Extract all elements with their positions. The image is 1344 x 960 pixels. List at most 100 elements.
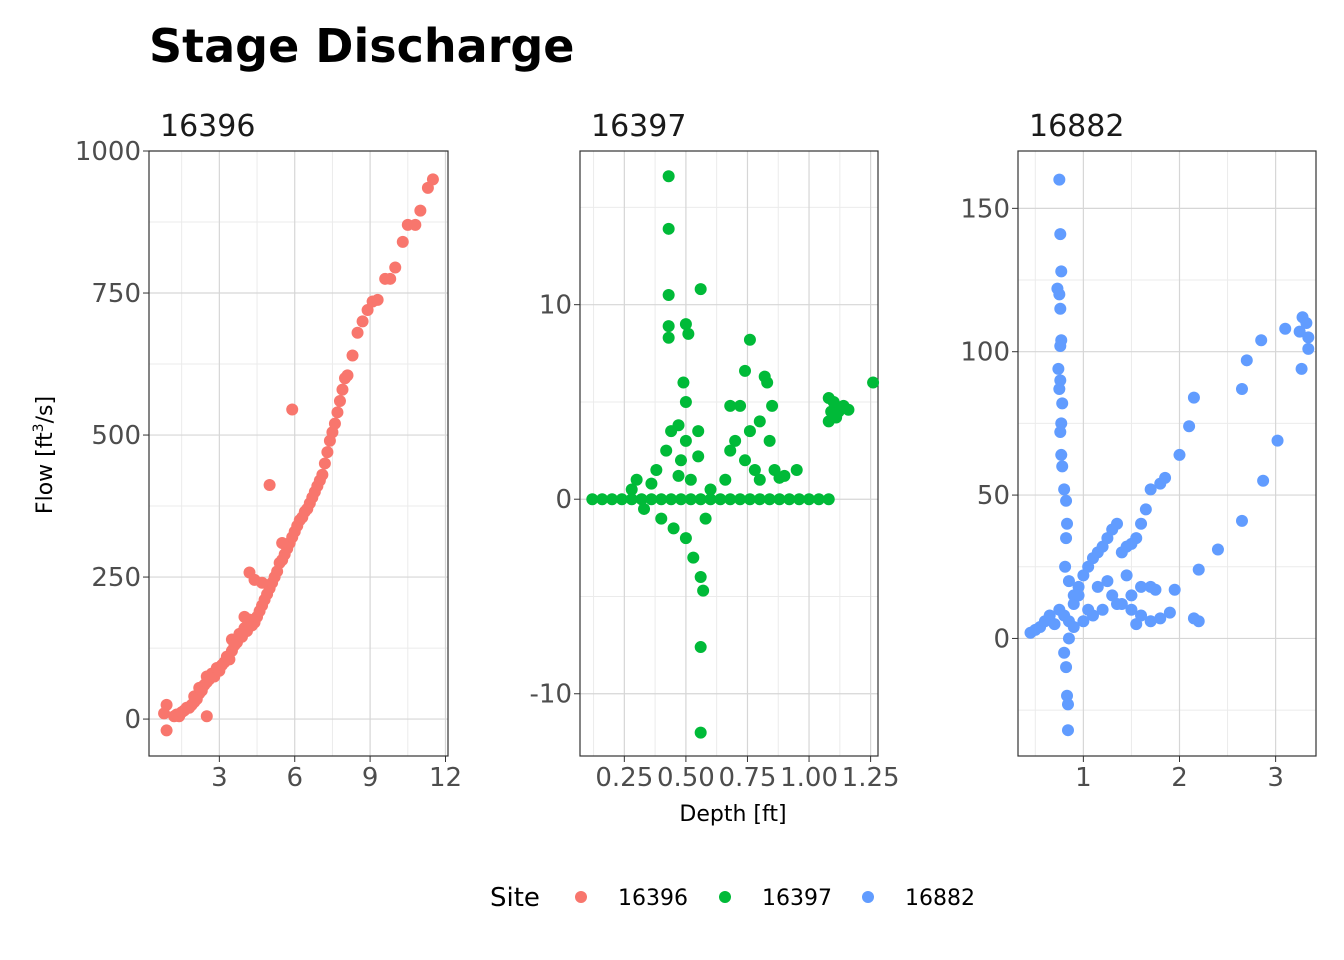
data-point (1055, 448, 1068, 461)
legend: Site 16396 16397 16882 (490, 883, 975, 913)
panel-title: 16397 (591, 109, 686, 144)
data-point (699, 512, 712, 525)
x-tick-label: 2 (1171, 763, 1188, 793)
data-point (1130, 618, 1143, 631)
y-tick-label: 500 (91, 421, 141, 451)
panel-title: 16882 (1029, 109, 1124, 144)
data-point (1054, 228, 1067, 241)
data-point (650, 464, 663, 477)
data-point (1072, 589, 1085, 602)
data-point (1058, 483, 1071, 496)
data-point (1295, 362, 1308, 375)
data-point (1060, 532, 1073, 545)
y-tick-label: 100 (960, 338, 1010, 368)
data-point (238, 610, 251, 623)
data-point (384, 272, 397, 285)
data-point (684, 473, 697, 486)
data-point (812, 493, 825, 506)
data-point (729, 434, 742, 447)
x-tick-label: 0.25 (595, 763, 653, 793)
data-point (1168, 583, 1181, 596)
data-point (704, 483, 717, 496)
data-point (704, 493, 717, 506)
data-point (1211, 543, 1224, 556)
data-point (328, 417, 341, 430)
data-point (655, 493, 668, 506)
data-point (665, 493, 678, 506)
x-tick-label: 1.00 (780, 763, 838, 793)
data-point (773, 471, 786, 484)
x-tick-label: 12 (429, 763, 462, 793)
data-point (1120, 569, 1133, 582)
data-point (842, 403, 855, 416)
data-point (803, 493, 816, 506)
data-point (692, 425, 705, 438)
data-point (1144, 483, 1157, 496)
legend-item-16882: 16882 (862, 886, 975, 911)
legend-label: 16882 (905, 886, 975, 911)
legend-item-16396: 16396 (575, 886, 688, 911)
data-point (1052, 362, 1065, 375)
data-point (719, 473, 732, 486)
legend-label: 16397 (762, 886, 832, 911)
data-point (1111, 517, 1124, 530)
panel-border (1017, 150, 1317, 757)
y-tick-label: 1000 (75, 137, 141, 167)
x-tick-label: 1 (1075, 763, 1092, 793)
x-tick-label: 9 (362, 763, 379, 793)
legend-key (575, 891, 587, 903)
data-point (662, 331, 675, 344)
data-point (1096, 603, 1109, 616)
data-point (1144, 615, 1157, 628)
data-point (748, 464, 761, 477)
data-point (409, 218, 422, 231)
x-tick-label: 6 (286, 763, 303, 793)
data-point (638, 502, 651, 515)
data-point (724, 493, 737, 506)
data-point (1235, 514, 1248, 527)
data-point (1058, 646, 1071, 659)
data-point (1271, 434, 1284, 447)
data-point (734, 493, 747, 506)
y-tick-label: 750 (91, 279, 141, 309)
data-point (1091, 580, 1104, 593)
chart-title: Stage Discharge (149, 19, 575, 73)
data-point (1054, 339, 1067, 352)
y-tick-label: 250 (91, 563, 141, 593)
data-point (763, 493, 776, 506)
data-point (351, 326, 364, 339)
data-point (830, 411, 843, 424)
data-point (697, 584, 710, 597)
data-point (674, 493, 687, 506)
data-point (586, 493, 599, 506)
data-point (200, 710, 213, 723)
data-point (1135, 517, 1148, 530)
data-point (1125, 603, 1138, 616)
data-point (1187, 612, 1200, 625)
data-point (341, 369, 354, 382)
data-point (687, 551, 700, 564)
data-point (655, 512, 668, 525)
data-point (734, 399, 747, 412)
data-point (645, 493, 658, 506)
data-point (1302, 342, 1315, 355)
y-tick-label: 0 (993, 624, 1010, 654)
data-point (662, 170, 675, 183)
data-point (331, 406, 344, 419)
data-point (1240, 354, 1253, 367)
data-point (662, 320, 675, 333)
data-point (1159, 471, 1172, 484)
data-point (1257, 474, 1270, 487)
x-axis-title: Depth [ft] (679, 802, 786, 827)
x-tick-label: 0.50 (657, 763, 715, 793)
data-point (1149, 583, 1162, 596)
data-point (1053, 173, 1066, 186)
y-tick-label: 50 (977, 481, 1010, 511)
data-point (1055, 265, 1068, 278)
y-tick-label: 0 (555, 485, 572, 515)
data-point (625, 483, 638, 496)
data-point (1187, 391, 1200, 404)
data-point (256, 576, 269, 589)
